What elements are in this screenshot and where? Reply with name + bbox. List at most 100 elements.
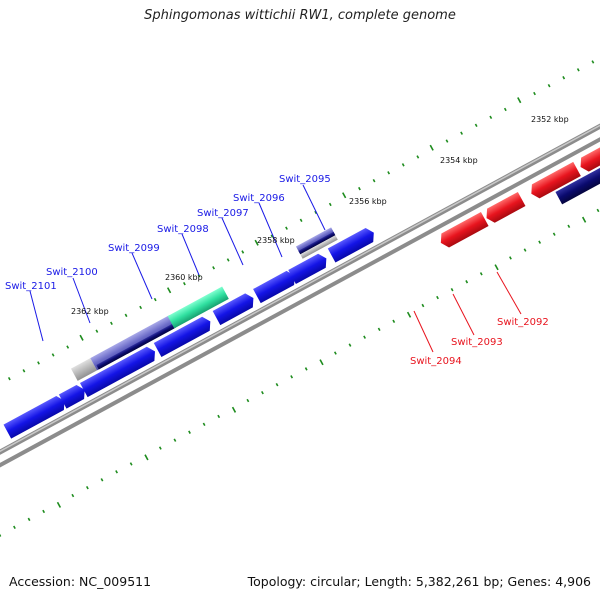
cds-feature[interactable]	[96, 324, 175, 370]
leader-line	[221, 217, 244, 266]
minor-tick	[22, 369, 26, 373]
gene-arrow[interactable]	[437, 212, 489, 250]
minor-tick	[562, 76, 566, 80]
gene-arrow[interactable]	[79, 344, 159, 398]
minor-tick	[71, 493, 75, 498]
minor-tick	[436, 295, 439, 300]
minor-tick	[523, 248, 527, 252]
gene-label[interactable]: Swit_2101	[5, 281, 57, 292]
minor-tick	[270, 234, 274, 238]
leader-line	[452, 293, 475, 336]
minor-tick	[474, 123, 478, 127]
minor-tick	[460, 131, 464, 135]
minor-tick	[445, 139, 449, 143]
misc-feature[interactable]	[70, 358, 97, 381]
cds-feature[interactable]	[295, 227, 335, 253]
minor-tick	[124, 313, 128, 318]
kbp-label: 2362 kbp	[71, 307, 109, 316]
gene-arrow[interactable]	[528, 161, 581, 201]
gene-label[interactable]: Swit_2097	[197, 208, 249, 219]
backbone-highlight	[0, 89, 600, 493]
gene-arrow[interactable]	[327, 226, 378, 263]
minor-tick	[290, 375, 294, 379]
minor-tick	[489, 115, 493, 120]
gene-label[interactable]: Swit_2094	[410, 356, 462, 367]
major-tick	[231, 406, 237, 413]
minor-tick	[358, 186, 361, 191]
cds-feature[interactable]	[90, 315, 177, 371]
minor-tick	[0, 533, 2, 537]
misc-feature[interactable]	[300, 235, 338, 259]
major-tick	[56, 501, 62, 508]
cds-feature[interactable]	[298, 231, 336, 255]
minor-tick	[596, 208, 600, 213]
minor-tick	[51, 353, 55, 357]
minor-tick	[139, 305, 143, 310]
minor-tick	[158, 446, 162, 450]
reverse-cds-row	[555, 164, 600, 205]
backbone-strand	[0, 89, 600, 495]
gene-label[interactable]: Swit_2092	[497, 317, 549, 328]
major-tick	[319, 359, 324, 366]
gene-arrow[interactable]	[153, 314, 214, 358]
gene-arrow[interactable]	[483, 191, 526, 225]
minor-tick	[333, 351, 337, 355]
minor-tick	[275, 383, 279, 387]
minor-tick	[538, 240, 542, 244]
forward-feature-row	[70, 227, 338, 381]
minor-tick	[42, 509, 46, 514]
minor-tick	[129, 462, 133, 466]
minor-tick	[363, 335, 366, 339]
minor-tick	[299, 218, 303, 223]
minor-tick	[13, 525, 16, 529]
gene-label[interactable]: Swit_2095	[279, 174, 331, 185]
major-tick	[79, 334, 84, 341]
gene-label[interactable]: Swit_2098	[157, 224, 209, 235]
leader-line	[413, 310, 434, 353]
minor-tick	[552, 232, 556, 236]
major-tick	[144, 454, 149, 461]
leader-lines	[29, 184, 522, 353]
gene-arrow[interactable]	[288, 251, 330, 285]
leader-line	[29, 290, 44, 342]
minor-tick	[66, 345, 70, 349]
minor-tick	[241, 250, 245, 254]
gene-arrow[interactable]	[212, 291, 258, 326]
kbp-label: 2352 kbp	[531, 115, 569, 124]
backbone-strand-lower	[0, 99, 600, 504]
major-tick	[406, 311, 412, 318]
minor-tick	[182, 281, 186, 286]
kbp-labels: 2352 kbp 2354 kbp 2356 kbp 2358 kbp 2360…	[71, 115, 569, 316]
rna-feature[interactable]	[167, 286, 229, 329]
minor-tick	[100, 478, 104, 482]
minor-tick	[392, 319, 396, 324]
reverse-gene-row	[437, 117, 600, 250]
major-tick	[254, 239, 259, 246]
minor-tick	[95, 329, 99, 333]
minor-tick	[576, 68, 580, 72]
minor-tick	[37, 361, 40, 365]
map-title: Sphingomonas wittichii RW1, complete gen…	[144, 8, 456, 23]
gene-label[interactable]: Swit_2100	[46, 267, 98, 278]
leader-line	[181, 233, 200, 276]
gene-label[interactable]: Swit_2099	[108, 243, 160, 254]
minor-tick	[533, 91, 536, 96]
minor-tick	[110, 321, 113, 325]
minor-tick	[567, 224, 571, 229]
kbp-label: 2358 kbp	[257, 236, 295, 245]
gene-arrow[interactable]	[3, 394, 69, 439]
gene-label[interactable]: Swit_2096	[233, 193, 285, 204]
leader-line	[131, 252, 153, 300]
gene-arrow[interactable]	[253, 269, 298, 304]
inner-tick-ring	[0, 208, 600, 537]
gene-label[interactable]: Swit_2093	[451, 337, 503, 348]
minor-tick	[285, 226, 288, 230]
leader-line	[258, 202, 283, 258]
minor-tick	[372, 179, 376, 183]
minor-tick	[261, 390, 264, 395]
minor-tick	[246, 398, 250, 403]
cds-feature[interactable]	[555, 164, 600, 205]
major-tick	[429, 144, 434, 151]
gene-arrow[interactable]	[58, 383, 89, 409]
